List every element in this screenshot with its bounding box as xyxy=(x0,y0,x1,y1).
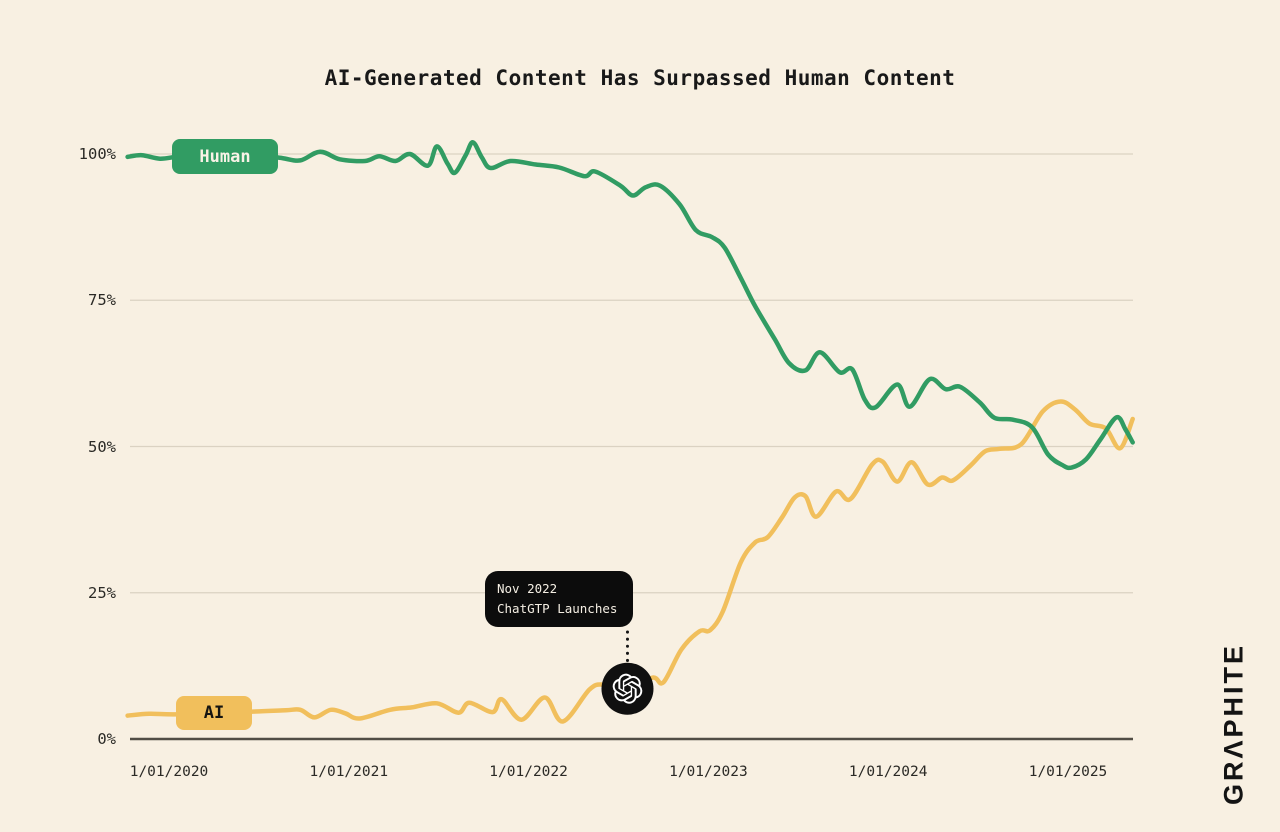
human-series-label: Human xyxy=(199,146,251,167)
ai-series-label-badge: AI xyxy=(176,696,252,730)
openai-marker-circle xyxy=(601,662,654,715)
y-tick-label: 0% xyxy=(97,730,116,748)
graphite-logo: GRΛPHITE xyxy=(1218,642,1249,806)
x-tick-label: 1/01/2020 xyxy=(129,764,209,780)
y-tick-label: 100% xyxy=(78,145,116,163)
x-tick-label: 1/01/2025 xyxy=(1028,764,1108,780)
y-tick-label: 50% xyxy=(88,437,116,456)
x-tick-label: 1/01/2024 xyxy=(848,764,928,780)
ai-line-series xyxy=(125,399,1135,724)
human-series-label-badge: Human xyxy=(172,139,278,174)
openai-logo-icon xyxy=(612,673,643,704)
human-line-series xyxy=(125,140,1135,471)
annotation-event: ChatGTP Launches xyxy=(497,601,618,616)
y-tick-label: 75% xyxy=(88,291,116,310)
x-tick-label: 1/01/2023 xyxy=(669,764,748,780)
y-tick-label: 25% xyxy=(88,583,116,602)
x-tick-label: 1/01/2021 xyxy=(309,764,389,780)
chart-title: AI-Generated Content Has Surpassed Human… xyxy=(324,66,956,90)
x-tick-label: 1/01/2022 xyxy=(489,764,568,780)
gridlines xyxy=(130,153,1133,741)
annotation-tooltip: Nov 2022 ChatGTP Launches xyxy=(485,571,633,627)
ai-series-label: AI xyxy=(203,703,225,723)
annotation-date: Nov 2022 xyxy=(497,581,558,596)
